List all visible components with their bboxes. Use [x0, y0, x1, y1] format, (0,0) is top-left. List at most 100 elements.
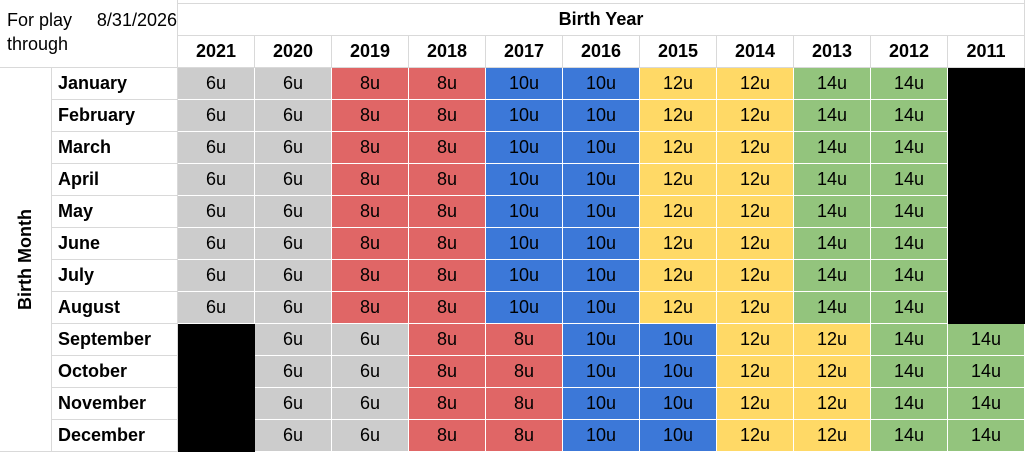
- year-header-2012[interactable]: 2012: [871, 36, 948, 68]
- division-cell[interactable]: 14u: [871, 388, 948, 420]
- division-cell[interactable]: 14u: [871, 260, 948, 292]
- division-cell[interactable]: 12u: [717, 324, 794, 356]
- division-cell[interactable]: 12u: [794, 324, 871, 356]
- division-cell[interactable]: 14u: [871, 100, 948, 132]
- division-cell[interactable]: 10u: [563, 356, 640, 388]
- division-cell[interactable]: 10u: [640, 388, 717, 420]
- year-header-2020[interactable]: 2020: [255, 36, 332, 68]
- division-cell[interactable]: 14u: [871, 68, 948, 100]
- ineligible-cell[interactable]: [178, 324, 255, 356]
- division-cell[interactable]: 6u: [255, 420, 332, 452]
- division-cell[interactable]: 12u: [640, 164, 717, 196]
- division-cell[interactable]: 10u: [486, 132, 563, 164]
- division-cell[interactable]: 14u: [871, 420, 948, 452]
- division-cell[interactable]: 10u: [563, 388, 640, 420]
- division-cell[interactable]: 10u: [486, 100, 563, 132]
- division-cell[interactable]: 14u: [794, 100, 871, 132]
- division-cell[interactable]: 10u: [486, 228, 563, 260]
- division-cell[interactable]: 6u: [255, 388, 332, 420]
- division-cell[interactable]: 12u: [640, 228, 717, 260]
- division-cell[interactable]: 8u: [409, 68, 486, 100]
- division-cell[interactable]: 8u: [332, 292, 409, 324]
- division-cell[interactable]: 12u: [640, 292, 717, 324]
- division-cell[interactable]: 6u: [255, 132, 332, 164]
- ineligible-cell[interactable]: [948, 164, 1025, 196]
- division-cell[interactable]: 10u: [640, 324, 717, 356]
- division-cell[interactable]: 6u: [255, 100, 332, 132]
- division-cell[interactable]: 6u: [178, 196, 255, 228]
- year-header-2016[interactable]: 2016: [563, 36, 640, 68]
- division-cell[interactable]: 10u: [563, 100, 640, 132]
- ineligible-cell[interactable]: [948, 260, 1025, 292]
- division-cell[interactable]: 10u: [640, 420, 717, 452]
- division-cell[interactable]: 8u: [409, 260, 486, 292]
- division-cell[interactable]: 8u: [409, 420, 486, 452]
- division-cell[interactable]: 12u: [717, 388, 794, 420]
- division-cell[interactable]: 10u: [640, 356, 717, 388]
- division-cell[interactable]: 14u: [948, 388, 1025, 420]
- birth-year-header[interactable]: Birth Year: [178, 4, 1025, 36]
- division-cell[interactable]: 6u: [255, 228, 332, 260]
- ineligible-cell[interactable]: [948, 196, 1025, 228]
- division-cell[interactable]: 14u: [871, 228, 948, 260]
- year-header-2015[interactable]: 2015: [640, 36, 717, 68]
- division-cell[interactable]: 12u: [640, 196, 717, 228]
- division-cell[interactable]: 14u: [871, 356, 948, 388]
- division-cell[interactable]: 14u: [794, 132, 871, 164]
- division-cell[interactable]: 12u: [640, 132, 717, 164]
- division-cell[interactable]: 10u: [563, 164, 640, 196]
- division-cell[interactable]: 14u: [794, 292, 871, 324]
- division-cell[interactable]: 6u: [255, 260, 332, 292]
- division-cell[interactable]: 14u: [871, 164, 948, 196]
- division-cell[interactable]: 14u: [794, 164, 871, 196]
- month-label-march[interactable]: March: [52, 132, 178, 164]
- division-cell[interactable]: 14u: [948, 356, 1025, 388]
- division-cell[interactable]: 10u: [486, 164, 563, 196]
- division-cell[interactable]: 8u: [409, 132, 486, 164]
- division-cell[interactable]: 12u: [717, 420, 794, 452]
- division-cell[interactable]: 8u: [486, 388, 563, 420]
- month-label-february[interactable]: February: [52, 100, 178, 132]
- year-header-2011[interactable]: 2011: [948, 36, 1025, 68]
- ineligible-cell[interactable]: [948, 292, 1025, 324]
- division-cell[interactable]: 6u: [178, 132, 255, 164]
- title-cell[interactable]: For play through 8/31/2026: [0, 0, 178, 68]
- birth-month-header[interactable]: Birth Month: [0, 68, 52, 452]
- division-cell[interactable]: 6u: [178, 100, 255, 132]
- division-cell[interactable]: 8u: [409, 164, 486, 196]
- division-cell[interactable]: 12u: [794, 420, 871, 452]
- division-cell[interactable]: 6u: [255, 292, 332, 324]
- year-header-2014[interactable]: 2014: [717, 36, 794, 68]
- division-cell[interactable]: 12u: [640, 100, 717, 132]
- division-cell[interactable]: 12u: [717, 260, 794, 292]
- division-cell[interactable]: 10u: [486, 292, 563, 324]
- division-cell[interactable]: 8u: [332, 260, 409, 292]
- month-label-december[interactable]: December: [52, 420, 178, 452]
- ineligible-cell[interactable]: [948, 68, 1025, 100]
- division-cell[interactable]: 8u: [409, 228, 486, 260]
- ineligible-cell[interactable]: [948, 132, 1025, 164]
- division-cell[interactable]: 14u: [794, 260, 871, 292]
- division-cell[interactable]: 12u: [717, 132, 794, 164]
- division-cell[interactable]: 6u: [178, 68, 255, 100]
- division-cell[interactable]: 12u: [717, 228, 794, 260]
- division-cell[interactable]: 8u: [409, 100, 486, 132]
- ineligible-cell[interactable]: [178, 388, 255, 420]
- division-cell[interactable]: 6u: [332, 324, 409, 356]
- division-cell[interactable]: 10u: [563, 420, 640, 452]
- year-header-2019[interactable]: 2019: [332, 36, 409, 68]
- month-label-may[interactable]: May: [52, 196, 178, 228]
- year-header-2017[interactable]: 2017: [486, 36, 563, 68]
- division-cell[interactable]: 14u: [794, 196, 871, 228]
- month-label-august[interactable]: August: [52, 292, 178, 324]
- division-cell[interactable]: 10u: [486, 260, 563, 292]
- division-cell[interactable]: 12u: [640, 68, 717, 100]
- year-header-2021[interactable]: 2021: [178, 36, 255, 68]
- month-label-september[interactable]: September: [52, 324, 178, 356]
- ineligible-cell[interactable]: [178, 356, 255, 388]
- month-label-april[interactable]: April: [52, 164, 178, 196]
- division-cell[interactable]: 8u: [332, 100, 409, 132]
- division-cell[interactable]: 6u: [332, 420, 409, 452]
- ineligible-cell[interactable]: [948, 100, 1025, 132]
- division-cell[interactable]: 8u: [409, 356, 486, 388]
